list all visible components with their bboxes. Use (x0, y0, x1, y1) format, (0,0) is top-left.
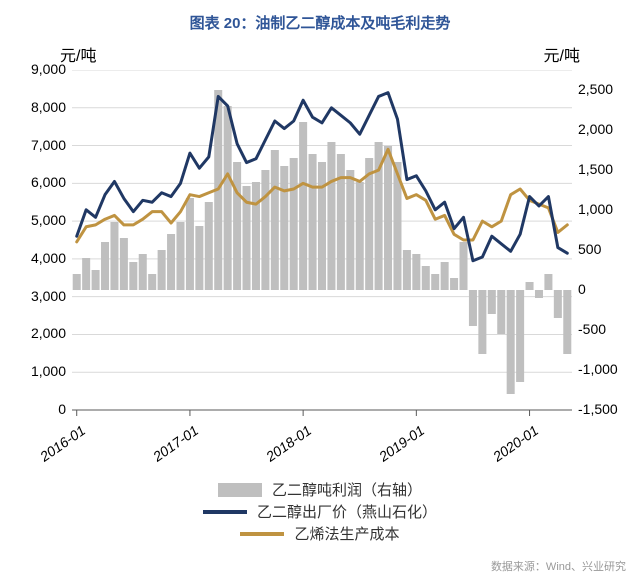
y-left-tick: 0 (6, 401, 66, 417)
x-tick: 2017-01 (143, 422, 201, 470)
legend-swatch-line (203, 510, 247, 514)
y-left-tick: 5,000 (6, 212, 66, 228)
data-source: 数据来源：Wind、兴业研究 (491, 558, 626, 574)
y-right-tick: 1,500 (578, 161, 638, 177)
x-tick: 2016-01 (30, 422, 88, 470)
legend-label: 乙烯法生产成本 (294, 523, 399, 544)
y-axis-right-label: 元/吨 (544, 42, 580, 66)
y-right-tick: 1,000 (578, 201, 638, 217)
legend-swatch-line (240, 532, 284, 536)
legend-item: 乙烯法生产成本 (0, 523, 640, 544)
y-right-tick: -1,500 (578, 401, 638, 417)
legend-item: 乙二醇出厂价（燕山石化） (0, 501, 640, 522)
y-left-tick: 7,000 (6, 137, 66, 153)
legend-swatch-rect (218, 483, 262, 497)
legend-label: 乙二醇吨利润（右轴） (272, 479, 422, 500)
x-tick: 2020-01 (482, 422, 540, 470)
legend-item: 乙二醇吨利润（右轴） (0, 479, 640, 500)
y-left-tick: 8,000 (6, 99, 66, 115)
y-right-tick: 2,500 (578, 81, 638, 97)
y-right-tick: -1,000 (578, 361, 638, 377)
y-right-tick: 2,000 (578, 121, 638, 137)
legend: 乙二醇吨利润（右轴）乙二醇出厂价（燕山石化）乙烯法生产成本 (0, 478, 640, 545)
y-left-tick: 9,000 (6, 61, 66, 77)
legend-label: 乙二醇出厂价（燕山石化） (257, 501, 437, 522)
y-right-tick: -500 (578, 321, 638, 337)
x-tick: 2018-01 (256, 422, 314, 470)
y-left-tick: 2,000 (6, 325, 66, 341)
chart-title: 图表 20：油制乙二醇成本及吨毛利走势 (0, 12, 640, 33)
y-left-tick: 1,000 (6, 363, 66, 379)
y-left-tick: 4,000 (6, 250, 66, 266)
x-tick: 2019-01 (369, 422, 427, 470)
y-right-tick: 500 (578, 241, 638, 257)
plot-area: 01,0002,0003,0004,0005,0006,0007,0008,00… (72, 70, 572, 410)
chart-frame: 图表 20：油制乙二醇成本及吨毛利走势 元/吨 元/吨 01,0002,0003… (0, 0, 640, 578)
y-right-tick: 0 (578, 281, 638, 297)
y-left-tick: 6,000 (6, 174, 66, 190)
y-left-tick: 3,000 (6, 288, 66, 304)
